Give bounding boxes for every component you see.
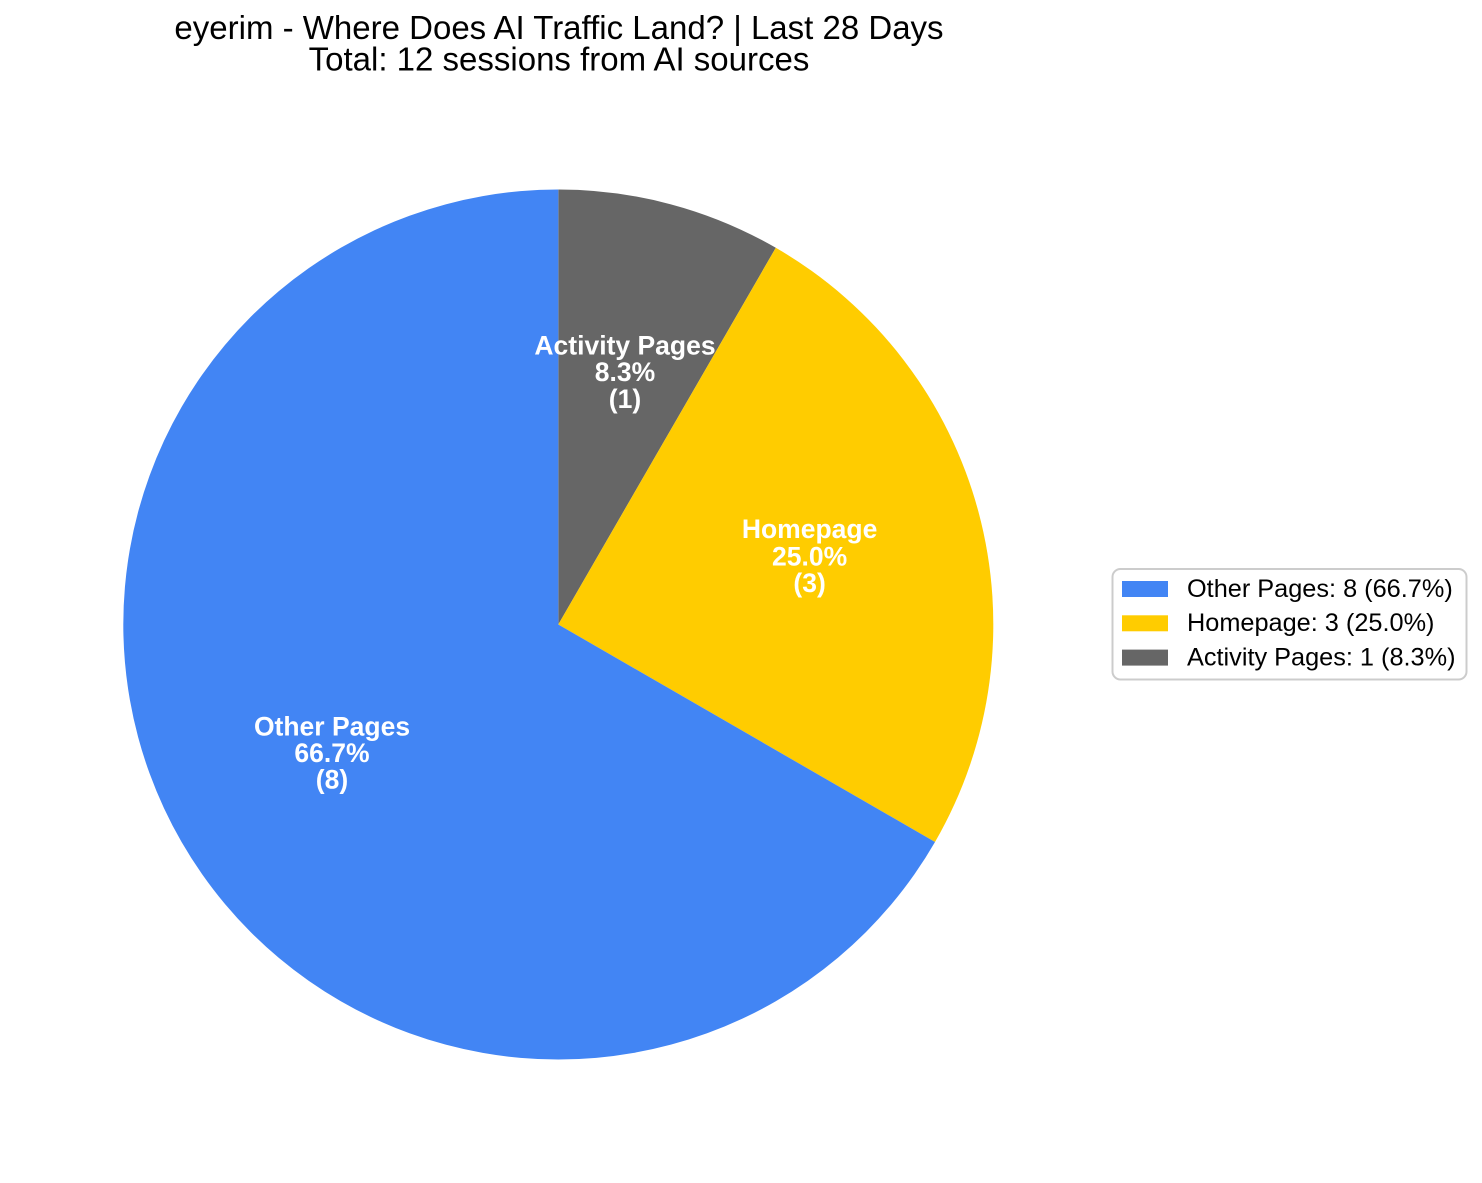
svg-text:eyerim - Where Does AI Traffic: eyerim - Where Does AI Traffic Land? | L… [174, 9, 943, 46]
svg-text:Homepage: Homepage [742, 514, 877, 544]
svg-text:(3): (3) [793, 568, 825, 598]
svg-text:Total: 12 sessions from AI sou: Total: 12 sessions from AI sources [309, 40, 810, 77]
svg-text:(1): (1) [609, 384, 641, 414]
svg-text:8.3%: 8.3% [595, 357, 655, 387]
svg-text:25.0%: 25.0% [772, 542, 847, 572]
svg-text:Homepage: 3 (25.0%): Homepage: 3 (25.0%) [1187, 609, 1435, 637]
svg-text:66.7%: 66.7% [294, 738, 369, 768]
svg-text:Other Pages: Other Pages [254, 711, 410, 741]
svg-text:Other Pages: 8 (66.7%): Other Pages: 8 (66.7%) [1187, 575, 1453, 603]
svg-text:Activity Pages: 1 (8.3%): Activity Pages: 1 (8.3%) [1187, 644, 1456, 672]
svg-text:(8): (8) [316, 765, 348, 795]
svg-text:Activity Pages: Activity Pages [534, 331, 715, 361]
